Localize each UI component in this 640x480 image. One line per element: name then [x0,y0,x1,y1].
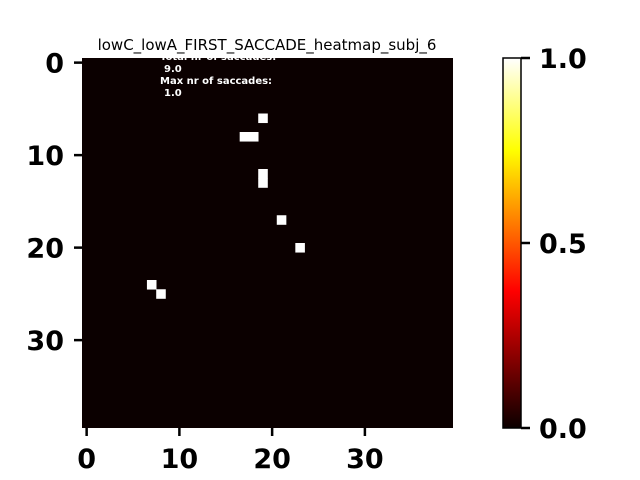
heatmap-cells [146,113,305,299]
annotation-total-value: 9.0 [164,64,182,75]
colorbar-tick-label: 0.5 [539,229,587,260]
heatmap-cell [156,289,166,299]
saccade-annotation: Total nr of saccades: 9.0 Max nr of sacc… [160,52,276,99]
y-tick-label: 10 [26,141,64,172]
colorbar [502,57,522,429]
x-tick-label: 10 [161,444,199,475]
heatmap-cell [258,113,268,124]
y-tick-label: 30 [26,326,64,357]
x-tick-label: 30 [346,444,384,475]
heatmap-cell [248,132,259,142]
y-axis: 0 10 20 30 [26,49,82,357]
colorbar-tick-label: 0.0 [539,414,587,445]
annotation-max-label: Max nr of saccades: [160,76,272,87]
heatmap-cell [258,178,268,188]
heatmap-cell [146,280,157,290]
colorbar-tick-label: 1.0 [539,44,587,75]
x-tick-label: 0 [77,444,96,475]
x-tick-label: 20 [253,444,291,475]
annotation-total-label: Total nr of saccades: [160,52,276,63]
x-axis: 0 10 20 30 [77,428,384,475]
colorbar-ticks: 1.0 0.5 0.0 [521,44,587,445]
y-tick-label: 20 [26,234,64,265]
heatmap-cell [276,215,287,225]
y-tick-label: 0 [45,49,64,80]
heatmap-cell [258,169,268,179]
heatmap-cell [295,243,305,253]
annotation-max-value: 1.0 [164,88,182,99]
heatmap-cell [239,132,250,142]
chart-title: lowC_lowA_FIRST_SACCADE_heatmap_subj_6 [98,36,437,55]
